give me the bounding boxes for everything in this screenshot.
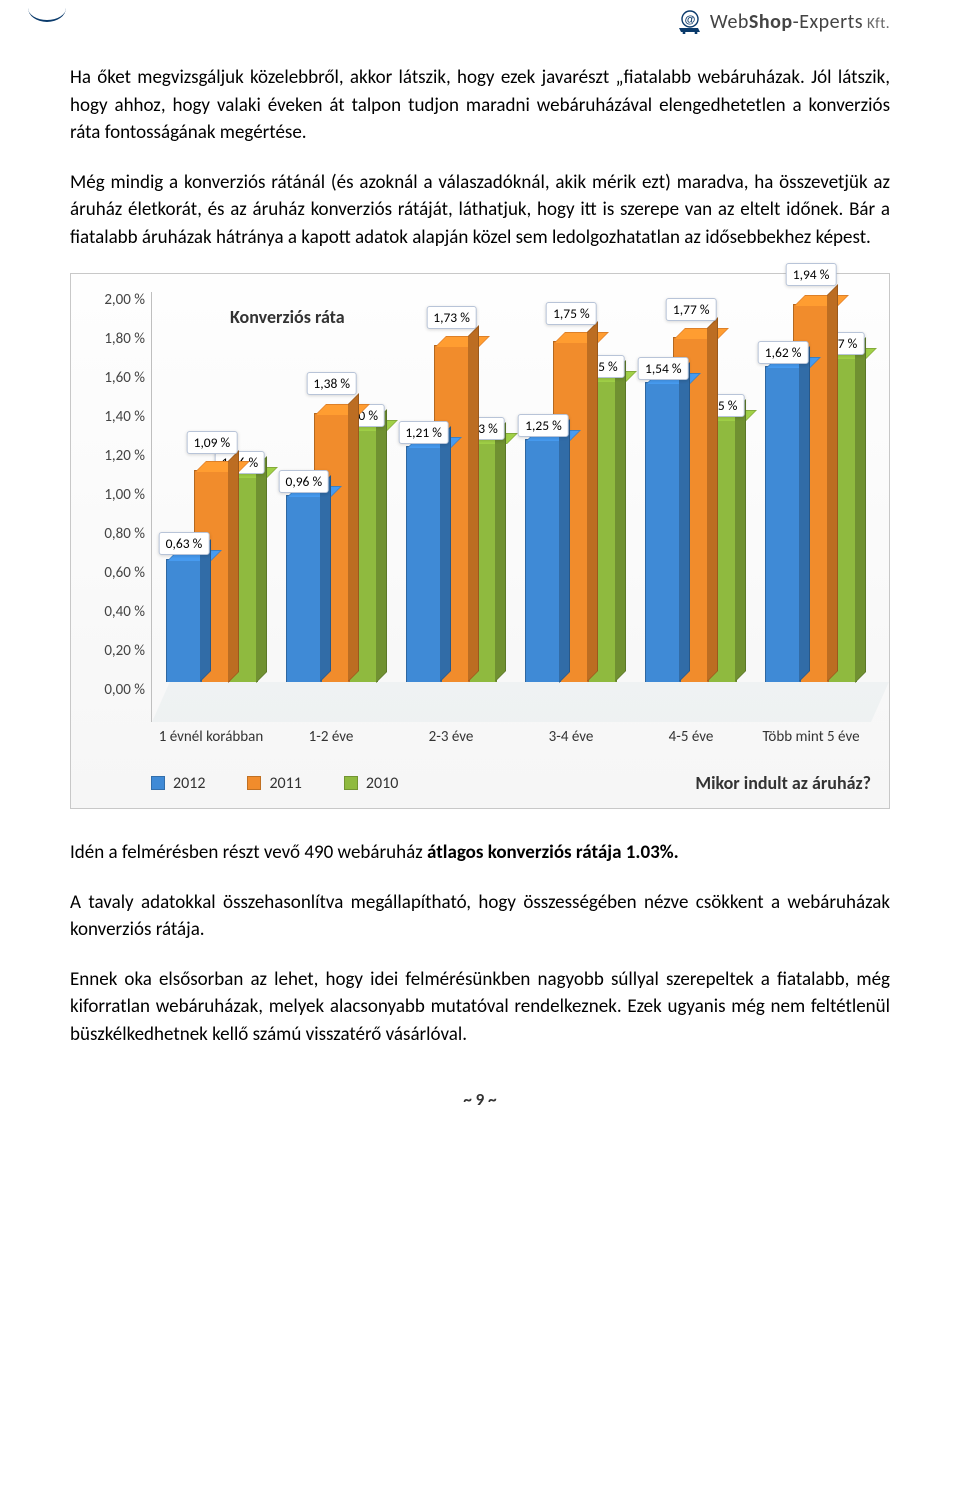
y-tick: 1,40 % (104, 408, 145, 426)
paragraph-1: Ha őket megvizsgáljuk közelebbről, akkor… (70, 64, 890, 147)
bar-s2012: 1,54 % (645, 382, 681, 682)
y-tick: 0,80 % (104, 525, 145, 543)
bar-group: 1,21 %1,73 %1,23 % (392, 292, 512, 682)
legend-item: 2011 (247, 774, 301, 793)
data-label: 1,09 % (187, 431, 238, 454)
logo-text: WebShop-Experts Kft. (710, 10, 890, 34)
paragraph-4: A tavaly adatokkal összehasonlítva megál… (70, 889, 890, 944)
legend-question: Mikor indult az áruház? (695, 772, 871, 794)
legend-swatch (247, 776, 261, 790)
bar-s2012: 1,25 % (525, 439, 561, 683)
y-tick: 0,20 % (104, 642, 145, 660)
y-tick: 0,40 % (104, 603, 145, 621)
data-label: 1,73 % (426, 306, 477, 329)
conversion-rate-chart: 2,00 % 1,80 % 1,60 % 1,40 % 1,20 % 1,00 % 0,80… (70, 273, 890, 809)
bar-group: 0,63 %1,09 %1,06 % (152, 292, 272, 682)
chart-legend: 2012 2011 2010 Mikor indult az áruház? (151, 772, 871, 794)
x-label: Több mint 5 éve (751, 722, 871, 746)
company-logo: @ WebShop-Experts Kft. (70, 0, 890, 64)
y-tick: 0,00 % (104, 681, 145, 699)
cart-icon: @ (676, 10, 704, 34)
bar-s2012: 1,21 % (406, 446, 442, 682)
bar-groups: 0,63 %1,09 %1,06 %0,96 %1,38 %1,30 %1,21… (152, 292, 871, 682)
data-label: 1,94 % (786, 263, 837, 286)
bar-group: 0,96 %1,38 %1,30 % (272, 292, 392, 682)
legend-items: 2012 2011 2010 (151, 774, 398, 793)
x-label: 3-4 éve (511, 722, 631, 746)
y-tick: 1,20 % (104, 447, 145, 465)
data-label: 1,25 % (518, 414, 569, 437)
data-label: 1,38 % (306, 372, 357, 395)
y-tick: 1,60 % (104, 369, 145, 387)
paragraph-3: Idén a felmérésben részt vevő 490 webáru… (70, 839, 890, 867)
bar-s2012: 0,96 % (286, 495, 322, 682)
legend-item: 2010 (344, 774, 398, 793)
y-tick: 1,80 % (104, 330, 145, 348)
data-label: 1,77 % (666, 298, 717, 321)
data-label: 1,62 % (758, 341, 809, 364)
legend-swatch (151, 776, 165, 790)
data-label: 0,96 % (278, 470, 329, 493)
x-label: 1 évnél korábban (151, 722, 271, 746)
x-label: 1-2 éve (271, 722, 391, 746)
data-label: 1,75 % (546, 302, 597, 325)
y-tick: 0,60 % (104, 564, 145, 582)
data-label: 1,54 % (638, 357, 689, 380)
legend-swatch (344, 776, 358, 790)
x-label: 4-5 éve (631, 722, 751, 746)
bar-group: 1,62 %1,94 %1,67 % (751, 292, 871, 682)
x-label: 2-3 éve (391, 722, 511, 746)
logo-arc (28, 8, 66, 22)
x-axis-labels: 1 évnél korábban1-2 éve2-3 éve3-4 éve4-5… (151, 722, 871, 746)
y-tick: 2,00 % (104, 291, 145, 309)
bar-s2012: 0,63 % (166, 559, 202, 682)
page-number: ~ 9 ~ (70, 1089, 890, 1110)
svg-text:@: @ (685, 14, 696, 26)
paragraph-2: Még mindig a konverziós rátánál (és azok… (70, 169, 890, 252)
bar-group: 1,25 %1,75 %1,55 % (511, 292, 631, 682)
data-label: 0,63 % (159, 532, 210, 555)
plot-area: Konverziós ráta 0,63 %1,09 %1,06 %0,96 %… (151, 292, 871, 722)
paragraph-5: Ennek oka elsősorban az lehet, hogy idei… (70, 966, 890, 1049)
y-axis: 2,00 % 1,80 % 1,60 % 1,40 % 1,20 % 1,00 % 0,80… (89, 292, 151, 722)
data-label: 1,21 % (398, 421, 449, 444)
y-tick: 1,00 % (104, 486, 145, 504)
bar-s2012: 1,62 % (765, 366, 801, 682)
legend-item: 2012 (151, 774, 205, 793)
bar-group: 1,54 %1,77 %1,35 % (631, 292, 751, 682)
